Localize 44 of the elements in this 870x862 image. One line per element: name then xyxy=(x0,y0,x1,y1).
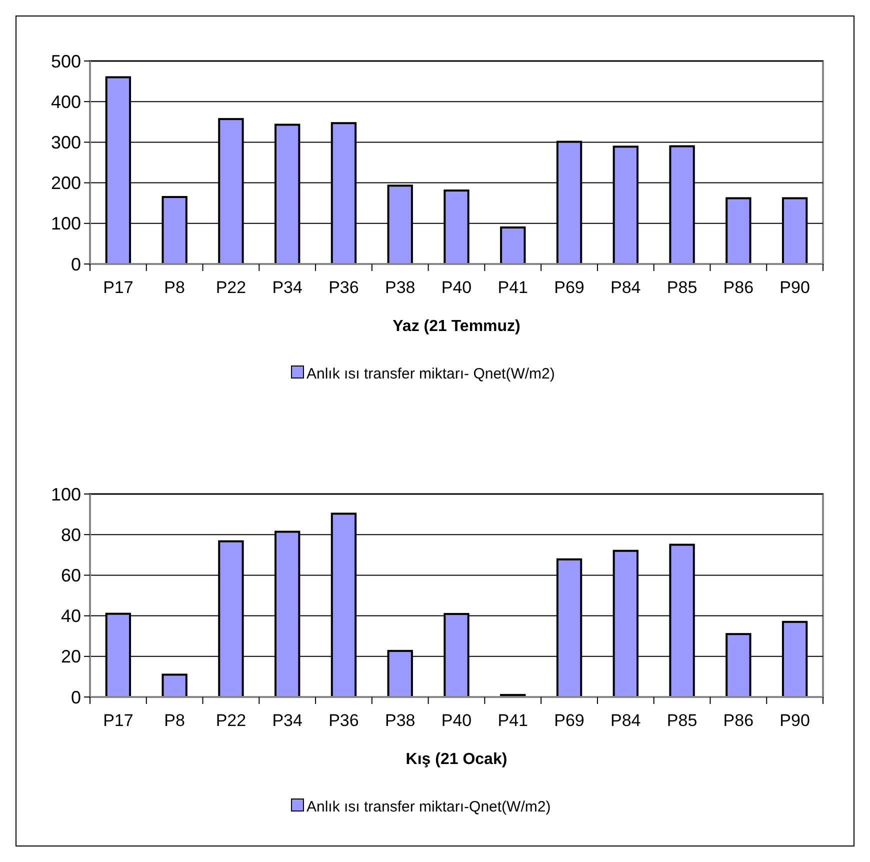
x-tick-label: P85 xyxy=(666,711,698,730)
y-tick-label: 500 xyxy=(50,51,81,72)
x-tick-label: P84 xyxy=(610,278,641,297)
x-tick-label: P90 xyxy=(780,711,810,730)
x-tick-label: P34 xyxy=(272,711,302,730)
x-tick-label: P38 xyxy=(384,278,416,297)
x-tick-label: P36 xyxy=(328,711,359,730)
x-axis-title: Kış (21 Ocak) xyxy=(406,751,508,768)
y-tick-label: 400 xyxy=(50,92,81,112)
y-tick-label: 20 xyxy=(60,646,81,667)
y-tick-label: 60 xyxy=(60,566,81,586)
x-tick-label: P41 xyxy=(498,278,528,297)
legend-label: Anlık ısı transfer miktarı-Qnet(W/m2) xyxy=(306,798,551,816)
y-tick-label: 100 xyxy=(50,484,81,504)
x-tick-label: P41 xyxy=(498,711,528,730)
x-tick-label: P8 xyxy=(164,711,185,730)
x-tick-label: P85 xyxy=(666,278,698,297)
x-tick-label: P22 xyxy=(216,278,246,297)
x-tick-label: P38 xyxy=(384,711,416,730)
x-tick-label: P17 xyxy=(103,711,134,730)
bar xyxy=(500,226,526,265)
y-tick-label: 40 xyxy=(60,606,81,626)
x-tick-label: P90 xyxy=(780,278,810,297)
x-tick-label: P86 xyxy=(723,711,754,730)
x-tick-label: P84 xyxy=(610,711,641,730)
x-tick-label: P8 xyxy=(164,278,185,297)
x-tick-label: P69 xyxy=(554,278,584,297)
y-tick-label: 0 xyxy=(70,254,81,274)
x-tick-label: P17 xyxy=(103,278,134,297)
x-tick-label: P69 xyxy=(554,711,584,730)
y-tick-label: 80 xyxy=(60,524,81,545)
x-tick-label: P36 xyxy=(328,278,359,297)
bar xyxy=(162,674,188,698)
y-tick-label: 100 xyxy=(50,214,81,234)
x-tick-label: P40 xyxy=(441,278,472,297)
x-tick-label: P86 xyxy=(723,278,754,297)
x-axis-title: Yaz (21 Temmuz) xyxy=(392,318,520,335)
y-tick-label: 200 xyxy=(50,173,81,194)
y-tick-label: 300 xyxy=(50,132,81,152)
x-tick-label: P22 xyxy=(216,711,246,730)
x-tick-label: P34 xyxy=(272,278,302,297)
x-tick-label: P40 xyxy=(441,711,472,730)
legend-label: Anlık ısı transfer miktarı- Qnet(W/m2) xyxy=(306,366,555,382)
y-tick-label: 0 xyxy=(70,687,81,708)
